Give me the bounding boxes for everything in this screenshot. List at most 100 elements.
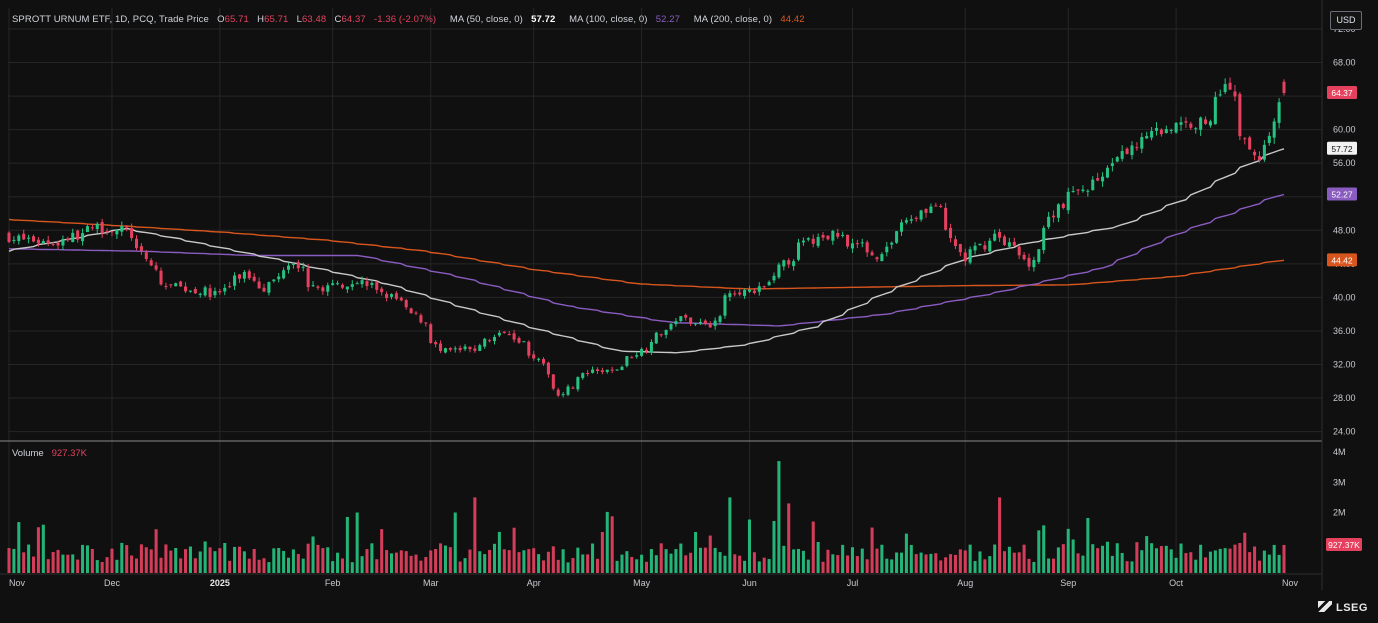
volume-bar: [1184, 553, 1188, 573]
volume-bar: [792, 549, 796, 573]
volume-bar: [159, 557, 163, 573]
candle-body: [110, 231, 114, 233]
high-value: 65.71: [264, 14, 289, 25]
volume-bar: [262, 558, 266, 573]
candle-body: [1267, 135, 1271, 143]
candle-body: [1022, 254, 1026, 260]
volume-bar: [61, 554, 65, 573]
candle-body: [399, 297, 403, 301]
volume-bar: [1017, 552, 1021, 573]
volume-bar: [1228, 548, 1232, 573]
candle-body: [635, 355, 639, 357]
volume-bar: [1154, 548, 1159, 573]
volume-bar: [708, 535, 712, 573]
price-tick-label: 28.00: [1333, 393, 1356, 403]
candle-body: [213, 291, 217, 296]
volume-bar: [169, 550, 173, 573]
volume-bar: [757, 561, 761, 573]
volume-bar: [890, 559, 894, 573]
volume-bar: [336, 552, 340, 573]
candle-body: [757, 286, 761, 292]
volume-bar: [610, 516, 614, 573]
candle-body: [998, 231, 1002, 238]
candle-body: [336, 283, 340, 285]
volume-bar: [355, 512, 359, 573]
candle-body: [811, 238, 815, 244]
volume-bar: [193, 558, 197, 573]
candle-body: [556, 389, 560, 396]
volume-bar: [394, 552, 398, 573]
candle-body: [586, 373, 590, 375]
volume-bar: [576, 547, 580, 573]
volume-bar: [375, 559, 379, 573]
candle-body: [527, 341, 531, 356]
candle-body: [1037, 249, 1041, 262]
volume-bar: [1086, 517, 1090, 573]
volume-bar: [846, 555, 850, 573]
candle-body: [1154, 127, 1159, 131]
volume-bar: [949, 554, 953, 573]
candle-body: [1233, 91, 1237, 97]
volume-bar: [654, 555, 658, 573]
candle-body: [929, 206, 933, 214]
candle-body: [1091, 179, 1095, 191]
candle-body: [600, 370, 604, 373]
volume-bar: [1194, 559, 1198, 573]
volume-bar: [546, 551, 550, 573]
volume-bar: [1243, 532, 1247, 573]
volume-bar: [762, 557, 766, 573]
volume-bar: [733, 554, 737, 573]
volume-bar: [689, 552, 693, 573]
candle-body: [988, 240, 992, 252]
volume-bar: [130, 555, 134, 573]
volume-bar: [463, 558, 467, 573]
volume-bar: [556, 559, 560, 573]
candle-body: [1140, 137, 1144, 149]
candle-body: [144, 252, 148, 259]
candle-body: [208, 288, 212, 297]
candle-body: [826, 235, 830, 240]
volume-bar: [331, 561, 335, 573]
volume-bar: [909, 544, 913, 573]
candle-body: [380, 288, 384, 293]
volume-bar: [953, 554, 957, 573]
volume-bar: [998, 497, 1002, 573]
candle-body: [787, 260, 791, 265]
ma200-badge: 44.42: [1331, 255, 1353, 265]
candle-body: [419, 315, 423, 323]
candle-body: [841, 234, 845, 236]
candle-body: [120, 225, 124, 232]
candle-body: [184, 286, 188, 292]
volume-bar: [816, 541, 820, 573]
volume-bar: [164, 544, 168, 573]
volume-bar: [272, 548, 276, 573]
volume-bar: [1115, 543, 1119, 573]
time-tick-label: Mar: [423, 578, 439, 588]
volume-bar: [95, 560, 99, 573]
volume-bar: [1179, 543, 1183, 573]
volume-bar: [993, 544, 997, 573]
candle-body: [306, 268, 310, 288]
candle-body: [375, 282, 379, 290]
candle-body: [669, 323, 673, 330]
currency-button[interactable]: USD: [1330, 11, 1362, 30]
volume-bar: [286, 557, 291, 573]
volume-bar: [684, 555, 688, 573]
price-tick-label: 56.00: [1333, 158, 1356, 168]
candle-body: [257, 281, 261, 289]
volume-bar: [468, 549, 472, 573]
open-value: 65.71: [224, 14, 249, 25]
candle-body: [468, 346, 472, 350]
candle-body: [1213, 96, 1217, 125]
volume-bar: [718, 552, 722, 573]
volume-bar: [934, 553, 938, 573]
volume-bar: [154, 529, 158, 573]
candle-body: [149, 260, 153, 266]
volume-bar: [669, 553, 673, 573]
volume-bar: [316, 544, 320, 573]
time-tick-label: Jul: [847, 578, 859, 588]
candle-body: [385, 293, 389, 298]
candle-body: [321, 287, 325, 292]
